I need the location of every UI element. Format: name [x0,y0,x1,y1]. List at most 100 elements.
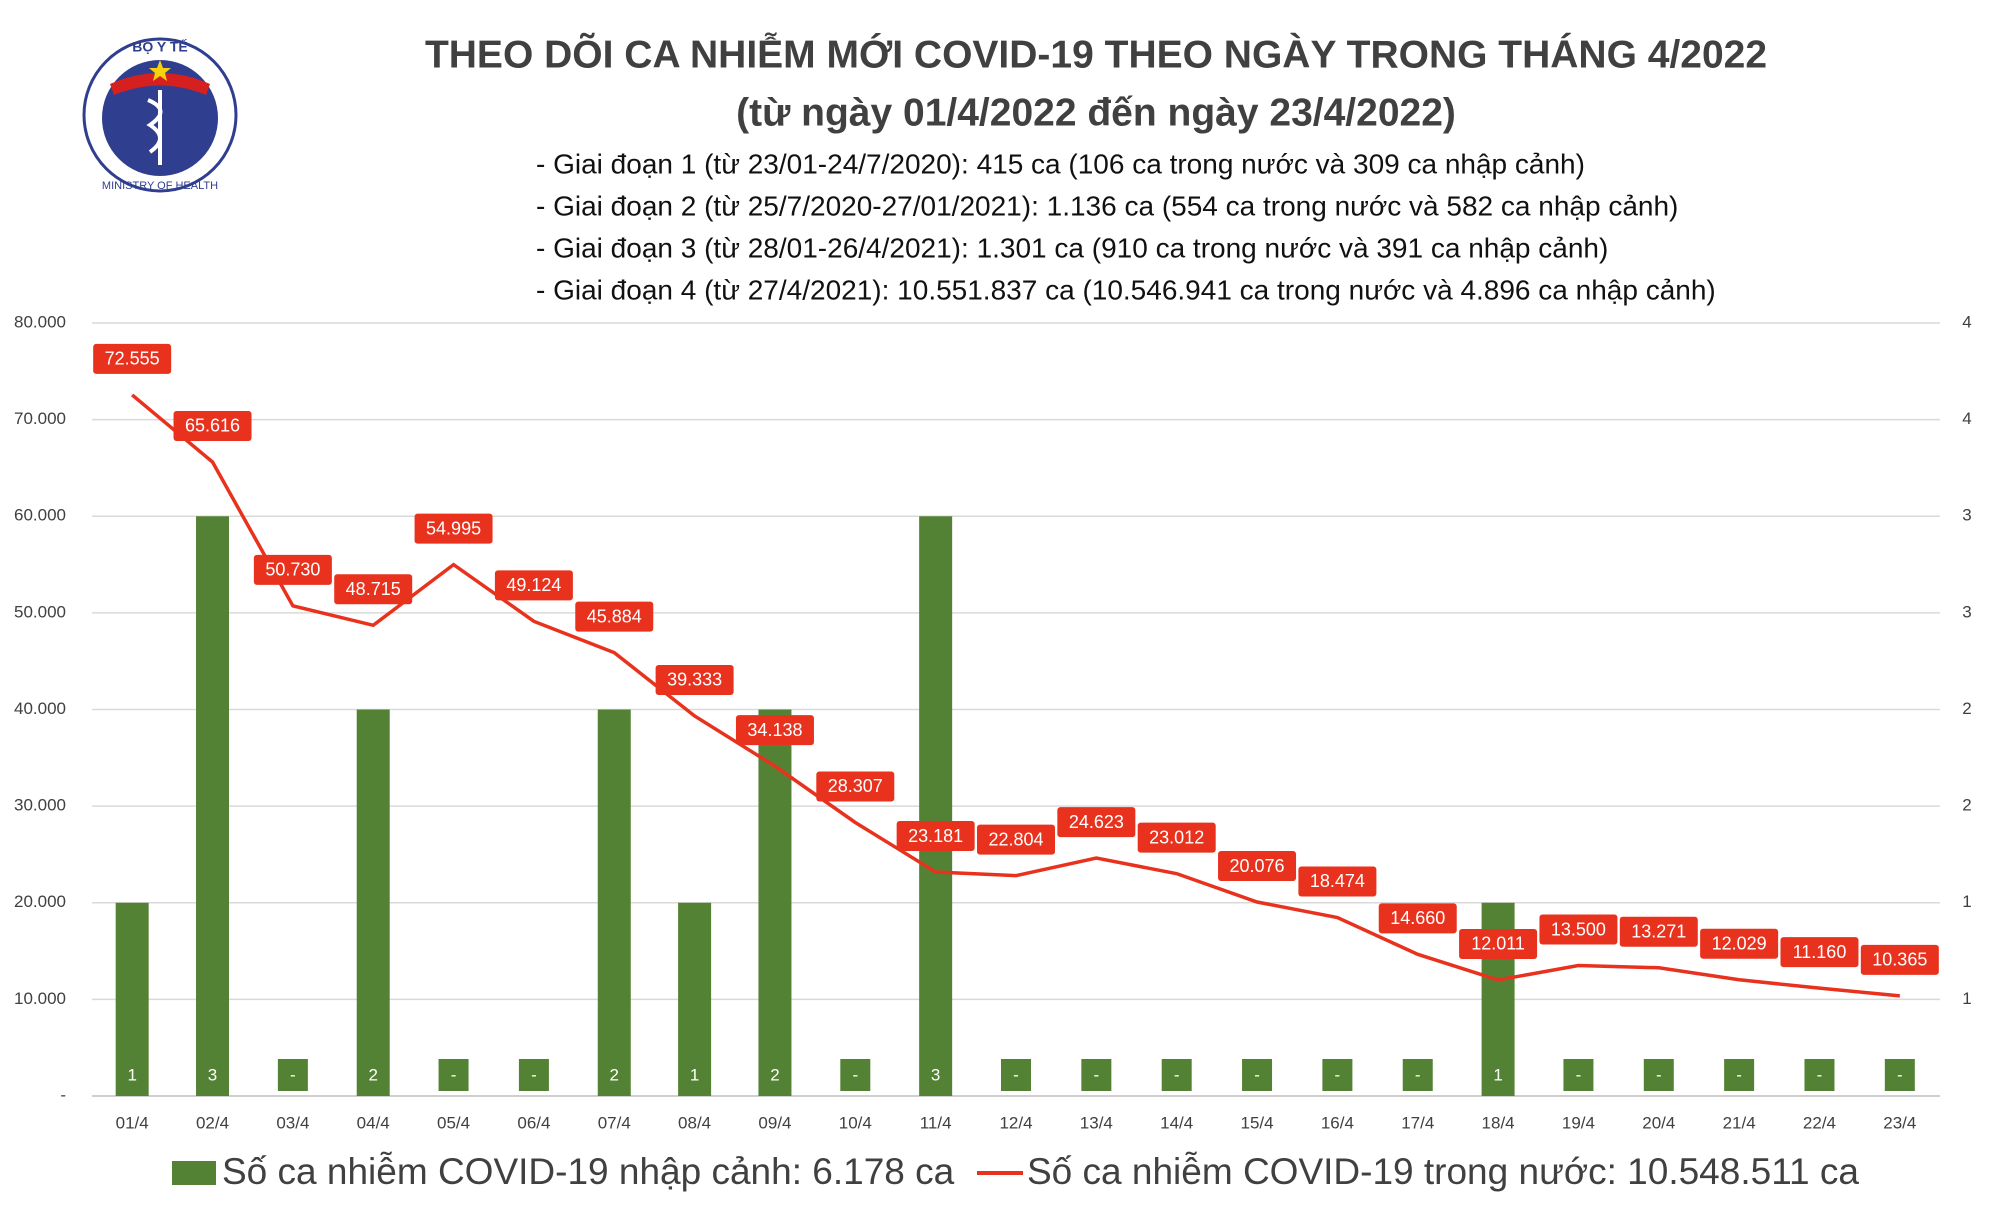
line-label: 11.160 [1793,942,1847,962]
line-label: 72.555 [105,349,160,369]
line-label: 12.029 [1712,934,1767,954]
bar-label: 3 [208,1065,217,1084]
logo-bottom-text: MINISTRY OF HEALTH [102,180,218,192]
bar-label: - [451,1065,457,1084]
x-tick-label: 10/4 [839,1113,872,1132]
line-label-box [735,715,814,746]
bar-label: - [531,1065,537,1084]
y-tick-label: - [60,1085,66,1104]
bar-label: 1 [127,1065,136,1084]
y-tick-label: 30.000 [14,796,66,815]
bar-label: - [1094,1065,1100,1084]
bar-label-box [840,1059,871,1091]
x-tick-label: 14/4 [1160,1113,1193,1132]
bar-label-box [117,1059,148,1091]
line-label-box [494,570,573,601]
line-label: 54.995 [426,518,481,538]
line-label: 50.730 [265,560,320,580]
y-tick-label: 60.000 [14,506,66,525]
y2-tick-label: 2 [1962,699,1971,718]
line-label-box [93,343,172,374]
x-tick-label: 09/4 [758,1113,791,1132]
y2-tick-label: 1 [1962,989,1971,1008]
line-label-box [977,824,1055,855]
bar-label: 2 [610,1065,619,1084]
bar [356,709,390,1096]
bar-label-box [518,1059,549,1091]
bar-label: 1 [1493,1065,1502,1084]
line-label-box [1298,866,1377,897]
bar-label: - [1897,1065,1903,1084]
logo-snake [146,98,163,154]
bar-label: - [1817,1065,1823,1084]
line-label: 49.124 [506,575,561,595]
line-label: 22.804 [988,829,1043,849]
line-label-box [1780,937,1859,968]
bar-label-box [277,1059,308,1091]
grid: - 10.000 20.000 30.000 40.000 50.000 60.000 70.… [14,312,1972,1132]
x-tick-label: 11/4 [920,1113,952,1132]
y-tick-label: 20.000 [14,892,66,911]
y2-tick-label: 2 [1962,796,1971,815]
line-label: 13.500 [1551,919,1606,939]
line-label-box [1539,914,1618,945]
bar-label-box [197,1059,228,1091]
logo-star [149,60,171,81]
bar [919,516,953,1096]
bar-label-box [1081,1059,1112,1091]
bar-label: - [1254,1065,1260,1084]
bar-label: - [1174,1065,1180,1084]
legend: Số ca nhiễm COVID-19 nhập cảnh: 6.178 ca… [172,1151,1859,1192]
bar-label: 1 [690,1065,699,1084]
line-label-box [1459,928,1538,959]
line-label: 39.333 [667,670,722,690]
bar-label-box [679,1059,710,1091]
bar-label-box [759,1059,790,1091]
x-tick-label: 12/4 [999,1113,1032,1132]
bar-label-box [1483,1059,1514,1091]
logo-top-text: BỘ Y TẾ [132,38,188,55]
x-tick-label: 07/4 [598,1113,631,1132]
x-tick-label: 13/4 [1080,1113,1113,1132]
bar-label-box [1563,1059,1594,1091]
line-label-box [1700,928,1779,959]
bar-label-box [1242,1059,1273,1091]
bar-label: - [852,1065,858,1084]
x-tick-label: 23/4 [1883,1113,1916,1132]
line-label-box [655,664,734,695]
note: - Giai đoạn 4 (từ 27/4/2021): 10.551.837… [536,274,1716,305]
line-label: 10.365 [1872,950,1927,970]
line-label-box [1057,807,1136,838]
line-label-box [896,821,975,852]
line-label: 20.076 [1230,856,1285,876]
bar-label: 2 [770,1065,779,1084]
legend-label: Số ca nhiễm COVID-19 nhập cảnh: 6.178 ca [222,1151,955,1192]
line-label: 48.715 [346,579,401,599]
line-label: 14.660 [1390,908,1445,928]
bar-label: - [1013,1065,1019,1084]
bar [196,516,230,1096]
x-tick-label: 19/4 [1562,1113,1595,1132]
line-label: 13.271 [1631,922,1686,942]
bar-label: - [1576,1065,1582,1084]
bar [597,709,631,1096]
bar-label-box [1402,1059,1433,1091]
bar-label-box [1884,1059,1915,1091]
line [131,393,1900,998]
y2-tick-label: 1 [1962,892,1971,911]
line-label: 23.181 [908,826,963,846]
x-tick-label: 02/4 [196,1113,229,1132]
line-label: 12.011 [1471,934,1525,954]
line-label-box [575,601,654,632]
bar-label-box [438,1059,469,1091]
line-label-box [1860,944,1939,975]
line-label-box [414,513,493,544]
line-label: 65.616 [185,416,240,436]
x-tick-label: 05/4 [437,1113,470,1132]
x-tick-label: 17/4 [1401,1113,1434,1132]
line-label: 34.138 [747,720,802,740]
y-tick-label: 50.000 [14,602,66,621]
x-tick-label: 16/4 [1321,1113,1354,1132]
bar-label-box [1804,1059,1835,1091]
